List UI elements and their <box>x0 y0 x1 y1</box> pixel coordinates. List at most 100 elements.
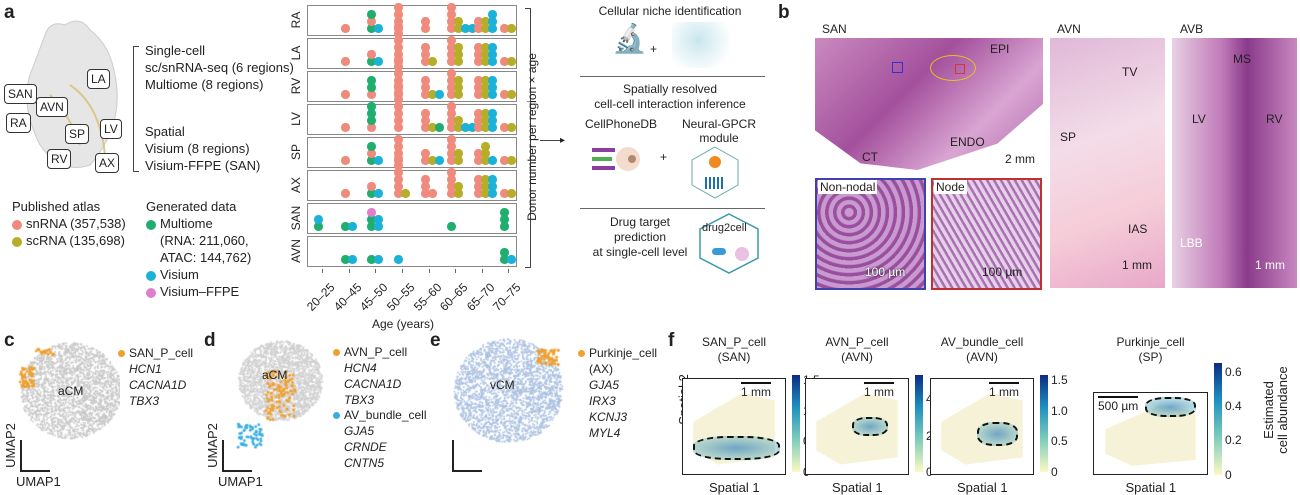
colorbar-tick: 0.5 <box>1051 433 1068 448</box>
donor-dot-sn <box>394 168 403 177</box>
donor-dot-mo <box>367 255 376 264</box>
spatial-map <box>805 378 909 475</box>
donor-dot-vi <box>435 90 444 99</box>
scale-bar: 1 mm <box>989 382 1019 399</box>
donor-dot-vi <box>488 175 497 184</box>
text: at single-cell level <box>592 245 688 259</box>
donor-dot-mo <box>367 10 376 19</box>
donor-dot-sn <box>341 156 350 165</box>
map-title: SAN_P_cell <box>701 335 767 349</box>
donor-dot-sn <box>500 90 509 99</box>
gene: CNTN5 <box>344 456 385 470</box>
text: cell-cell interaction inference <box>594 97 746 111</box>
donor-dot-sn <box>421 17 430 26</box>
x-axis-label: Spatial 1 <box>1125 480 1177 495</box>
spatial-niche-icon <box>672 22 738 68</box>
donor-dot-sn <box>447 83 456 92</box>
donor-dot-sn <box>394 161 403 170</box>
gene: CACNA1D <box>129 378 187 392</box>
donor-dot-vi <box>348 222 357 231</box>
donor-dot-sc <box>454 123 463 132</box>
label-node: Node <box>934 180 967 194</box>
donor-dot-sc <box>428 90 437 99</box>
donor-dot-sn <box>447 116 456 125</box>
donor-dot-vi <box>488 57 497 66</box>
legend-c: SAN_P_cell HCN1 CACNA1D TBX3 <box>118 345 193 409</box>
donor-dot-sn <box>394 135 403 144</box>
donor-dot-sn <box>421 43 430 52</box>
donor-dot-sn <box>447 135 456 144</box>
colorbar-tick: 0 <box>1051 465 1058 479</box>
donor-dot-sn <box>421 57 430 66</box>
donor-dot-sc <box>454 76 463 85</box>
umap-x-label: UMAP1 <box>218 474 263 489</box>
donor-dot-mo <box>500 255 509 264</box>
donor-dot-sn <box>341 57 350 66</box>
donor-dot-sn <box>447 43 456 52</box>
donor-dot-sn <box>474 83 483 92</box>
spatial-map <box>1093 392 1208 475</box>
legend-item-visium-ffpe: Visium–FFPE <box>146 283 251 300</box>
map-title: AV_bundle_cell <box>940 335 1024 349</box>
axis-arrow-icon <box>222 470 252 472</box>
donor-dot-sc <box>481 123 490 132</box>
donor-dot-sn <box>500 156 509 165</box>
donor-dot-sc <box>428 123 437 132</box>
label-lbb: LBB <box>1180 236 1203 250</box>
text: scRNA (135,698) <box>26 233 125 248</box>
donor-dot-mo <box>367 156 376 165</box>
donor-dot-sn <box>394 102 403 111</box>
donor-dot-sn <box>367 149 376 158</box>
donor-dot-vi <box>488 156 497 165</box>
label-ms: MS <box>1233 52 1251 66</box>
text: Drug target <box>609 215 671 229</box>
donor-dot-mo <box>367 83 376 92</box>
donor-dot-vi <box>314 215 323 224</box>
donor-dot-sn <box>474 182 483 191</box>
donor-dot-sn <box>474 57 483 66</box>
colorbar-tick: 0 <box>1225 468 1232 482</box>
drug2cell-label: drug2cell <box>702 222 747 234</box>
donor-dot-sn <box>394 116 403 125</box>
donor-dot-sc <box>481 83 490 92</box>
donor-dot-sc <box>454 57 463 66</box>
umap-d <box>220 335 330 465</box>
donor-dot-sn <box>447 76 456 85</box>
donor-dot-sc <box>428 156 437 165</box>
scale-bar-label: 1 mm <box>1255 258 1285 272</box>
donor-dot-sn <box>394 95 403 104</box>
donor-dot-sc <box>454 149 463 158</box>
scale-bar: 1 mm <box>864 382 894 399</box>
donor-dot-sn <box>394 81 403 90</box>
x-tick <box>429 269 430 273</box>
donor-dot-sc <box>481 17 490 26</box>
donor-dot-sn <box>394 10 403 19</box>
donor-dot-sn <box>394 69 403 78</box>
dot-icon <box>578 350 585 358</box>
colorbar <box>1214 363 1222 475</box>
dot-icon <box>118 350 125 358</box>
donor-dot-sn <box>421 109 430 118</box>
x-tick-label: 70–75 <box>489 280 524 314</box>
dot-icon <box>12 219 22 230</box>
x-tick-label: 65–70 <box>463 280 498 314</box>
donor-dot-vi <box>461 24 470 33</box>
donor-dot-sn <box>394 154 403 163</box>
colorbar-title: Estimated cell abundance <box>1261 355 1290 465</box>
donor-dot-mo <box>367 116 376 125</box>
scale-bar: 500 µm <box>1098 396 1139 413</box>
gene: HCN1 <box>129 362 162 376</box>
spatial-map <box>682 378 786 475</box>
chart-row-san <box>307 203 517 234</box>
x-tick-label: 20–25 <box>303 280 338 314</box>
donor-dot-sn <box>474 76 483 85</box>
cellphonedb-label: CellPhoneDB <box>585 117 658 131</box>
text: Estimated <box>1261 381 1276 439</box>
donor-dot-vi <box>488 189 497 198</box>
cell-interaction-icon <box>592 147 640 171</box>
text: Visium-FFPE (SAN) <box>145 158 261 173</box>
donor-dot-sn <box>394 55 403 64</box>
colorbar-tick: 1.5 <box>1051 372 1068 387</box>
donor-dot-sc <box>481 149 490 158</box>
gene: CACNA1D <box>344 377 402 391</box>
